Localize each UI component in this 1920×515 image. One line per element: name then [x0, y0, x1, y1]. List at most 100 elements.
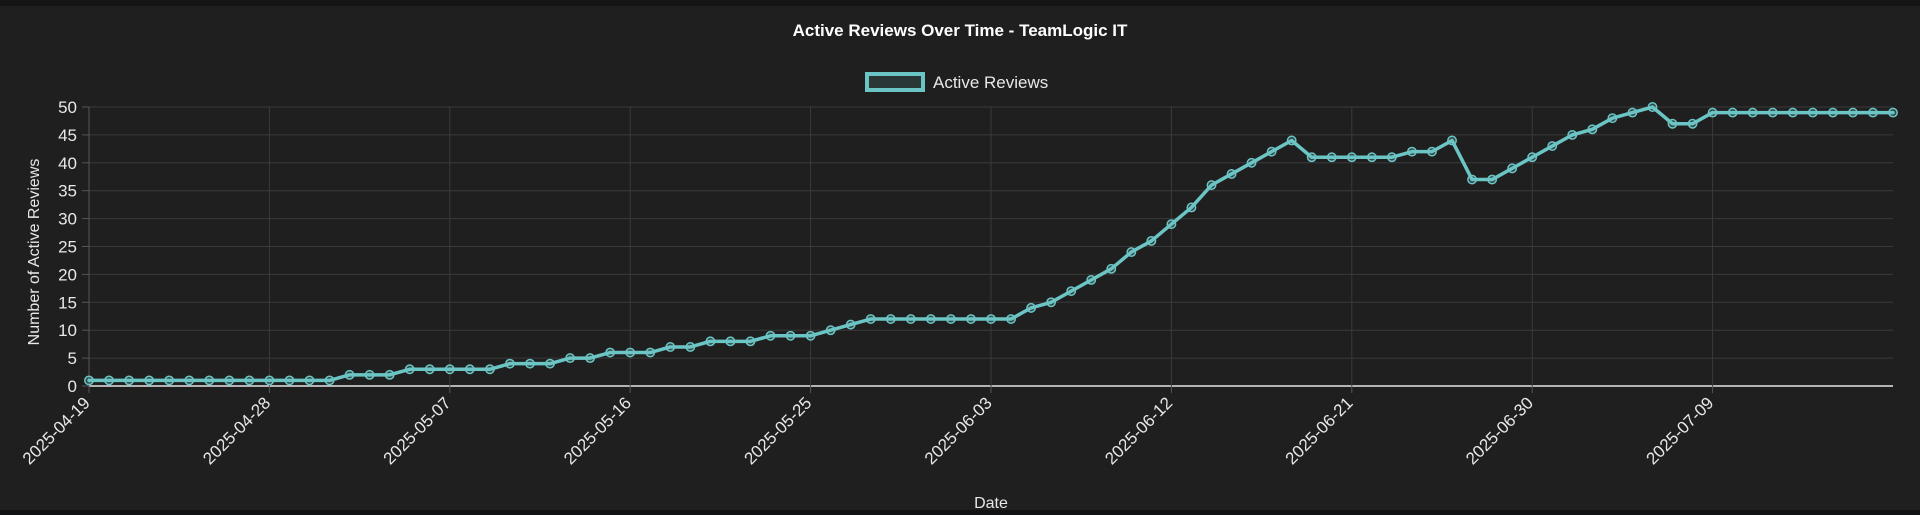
- y-tick-label: 0: [68, 377, 77, 396]
- data-point[interactable]: [424, 364, 435, 375]
- data-point[interactable]: [785, 330, 796, 341]
- series-layer: [84, 102, 1898, 386]
- data-point[interactable]: [284, 375, 295, 386]
- data-point[interactable]: [144, 375, 155, 386]
- data-point[interactable]: [745, 336, 756, 347]
- data-point[interactable]: [605, 347, 616, 358]
- data-point[interactable]: [1366, 152, 1377, 163]
- data-point[interactable]: [565, 353, 576, 364]
- data-point[interactable]: [264, 375, 275, 386]
- data-point[interactable]: [244, 375, 255, 386]
- data-point[interactable]: [1807, 107, 1818, 118]
- data-point[interactable]: [925, 314, 936, 324]
- data-point[interactable]: [665, 341, 676, 352]
- data-point[interactable]: [845, 319, 856, 330]
- data-point[interactable]: [1667, 118, 1678, 129]
- data-point[interactable]: [1727, 107, 1738, 118]
- data-point[interactable]: [224, 375, 235, 386]
- data-point[interactable]: [1006, 314, 1016, 324]
- data-point[interactable]: [1507, 163, 1518, 174]
- data-point[interactable]: [1046, 297, 1057, 308]
- data-point[interactable]: [1888, 107, 1898, 118]
- x-tick-label: 2025-04-28: [199, 393, 274, 468]
- data-point[interactable]: [905, 314, 916, 324]
- data-point[interactable]: [725, 336, 736, 347]
- data-point[interactable]: [484, 364, 495, 375]
- data-point[interactable]: [1587, 124, 1598, 135]
- data-point[interactable]: [966, 314, 976, 324]
- data-point[interactable]: [1527, 152, 1538, 163]
- x-tick-label: 2025-06-12: [1101, 393, 1176, 468]
- data-point[interactable]: [1767, 107, 1778, 118]
- data-point[interactable]: [1827, 107, 1838, 118]
- data-point[interactable]: [304, 375, 315, 386]
- data-point[interactable]: [1026, 302, 1037, 313]
- data-point[interactable]: [1126, 247, 1137, 258]
- data-point[interactable]: [1547, 141, 1558, 152]
- data-point[interactable]: [1427, 146, 1437, 157]
- data-point[interactable]: [1146, 235, 1157, 246]
- data-point[interactable]: [525, 358, 535, 369]
- data-point[interactable]: [1487, 174, 1498, 185]
- data-point[interactable]: [1206, 180, 1217, 191]
- data-point[interactable]: [464, 364, 475, 375]
- data-point[interactable]: [1346, 152, 1357, 163]
- data-point[interactable]: [685, 341, 696, 352]
- data-point[interactable]: [1286, 135, 1297, 146]
- data-point[interactable]: [344, 369, 355, 380]
- data-point[interactable]: [1447, 135, 1457, 146]
- data-point[interactable]: [204, 375, 215, 386]
- data-point[interactable]: [1086, 275, 1097, 285]
- data-point[interactable]: [444, 364, 455, 375]
- data-point[interactable]: [1787, 107, 1798, 118]
- data-point[interactable]: [645, 347, 656, 358]
- data-point[interactable]: [124, 375, 135, 386]
- data-point[interactable]: [625, 347, 636, 358]
- legend-label: Active Reviews: [933, 73, 1048, 92]
- data-point[interactable]: [1707, 107, 1718, 118]
- data-point[interactable]: [825, 325, 836, 336]
- data-point[interactable]: [1226, 169, 1237, 179]
- data-point[interactable]: [1166, 219, 1177, 230]
- y-axis-ticks: 0 5 10 15 20 25 30 35 40 45 50: [58, 98, 77, 396]
- data-point[interactable]: [585, 353, 596, 364]
- data-point[interactable]: [364, 369, 375, 380]
- data-point[interactable]: [1567, 129, 1578, 140]
- data-point[interactable]: [986, 314, 996, 324]
- data-point[interactable]: [1467, 174, 1478, 185]
- legend[interactable]: Active Reviews: [865, 72, 1048, 92]
- data-point[interactable]: [384, 369, 395, 380]
- data-point[interactable]: [324, 375, 335, 386]
- data-point[interactable]: [164, 375, 175, 386]
- data-point[interactable]: [765, 330, 776, 341]
- data-point[interactable]: [705, 336, 716, 347]
- data-point[interactable]: [945, 314, 956, 324]
- data-point[interactable]: [805, 330, 816, 341]
- data-point[interactable]: [184, 375, 195, 386]
- data-point[interactable]: [404, 364, 415, 375]
- data-point[interactable]: [1607, 113, 1618, 124]
- data-point[interactable]: [545, 358, 555, 369]
- y-tick-label: 5: [68, 349, 77, 368]
- data-point[interactable]: [1747, 107, 1758, 118]
- data-point[interactable]: [1266, 146, 1277, 157]
- data-point[interactable]: [865, 314, 876, 324]
- data-point[interactable]: [885, 314, 896, 324]
- data-point[interactable]: [504, 358, 515, 369]
- data-point[interactable]: [104, 375, 114, 386]
- data-point[interactable]: [1868, 107, 1878, 118]
- data-point[interactable]: [1066, 286, 1077, 297]
- data-point[interactable]: [1326, 152, 1337, 163]
- data-point[interactable]: [1186, 202, 1197, 213]
- data-point[interactable]: [1106, 263, 1117, 274]
- data-point[interactable]: [1647, 102, 1658, 112]
- data-point[interactable]: [1386, 152, 1397, 163]
- data-point[interactable]: [1627, 107, 1638, 118]
- data-point[interactable]: [1847, 107, 1858, 118]
- data-point[interactable]: [1306, 152, 1317, 163]
- data-point[interactable]: [1406, 146, 1417, 157]
- data-point[interactable]: [84, 375, 94, 386]
- data-point[interactable]: [1687, 118, 1698, 129]
- data-point[interactable]: [1246, 157, 1257, 168]
